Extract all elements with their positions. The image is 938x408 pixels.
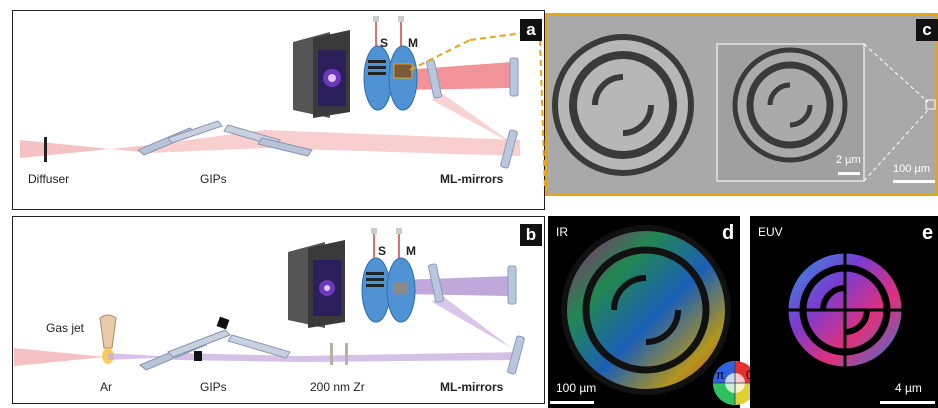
m-label-a: M [408,36,418,50]
panel-c-inset-scale-label: 2 µm [836,154,861,166]
panel-c-tag: c [916,19,938,41]
panel-d-scale-bar [550,401,594,404]
s-label-b: S [378,244,387,258]
ml-mirrors-label-a: ML-mirrors [440,172,504,186]
panel-d-label: IR [556,225,568,239]
ar-label: Ar [100,380,112,394]
gas-jet-label: Gas jet [46,321,85,335]
panel-c-inset-scale-bar [838,172,860,175]
panel-e-label: EUV [758,225,783,239]
panel-c-main-scale-bar [893,180,935,183]
panel-c-main-scale-label: 100 µm [893,163,930,175]
panel-e-tag: e [922,222,934,244]
panel-d-tag: d [722,222,735,244]
panel-e-scale-label: 4 µm [895,381,922,395]
m-label-b: M [406,244,416,258]
gips-label-a: GIPs [200,172,227,186]
ml-mirrors-label-b: ML-mirrors [440,380,504,394]
panel-d-scale-label: 100 µm [556,381,597,395]
zr-filter-label: 200 nm Zr [310,380,365,394]
panel-e-scale-bar [880,401,935,404]
panel-a-tag: a [520,19,542,41]
phase-zero-label: 0 [746,368,753,382]
gips-label-b: GIPs [200,380,227,394]
s-label-a: S [380,36,389,50]
phase-pi-label: π [716,368,725,382]
diffuser-label: Diffuser [28,172,70,186]
panel-b-tag: b [520,224,542,246]
